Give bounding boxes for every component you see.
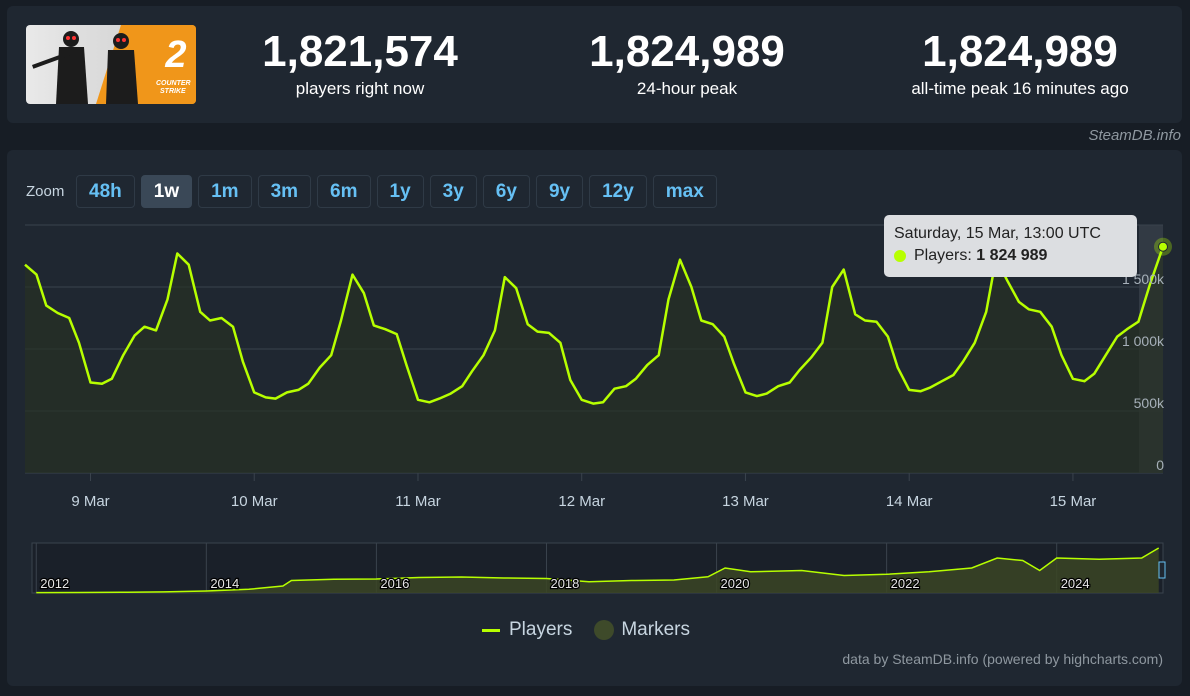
x-tick-label: 12 Mar [558, 493, 605, 510]
players-area-fill [25, 246, 1163, 473]
navigator-year-label: 2018 [550, 576, 579, 591]
peak-24h-value: 1,824,989 [589, 27, 785, 76]
legend-line-icon [482, 628, 500, 632]
navigator-year-label: 2012 [40, 576, 69, 591]
legend-markers-label: Markers [621, 619, 690, 640]
hover-point-marker [1158, 241, 1168, 252]
x-tick-label: 10 Mar [231, 493, 278, 510]
zoom-button-1y[interactable]: 1y [376, 175, 424, 208]
y-tick-label: 500k [1134, 395, 1165, 411]
current-players-stat: 1,821,574 players right now [240, 26, 480, 100]
highcharts-credit[interactable]: data by SteamDB.info (powered by highcha… [842, 651, 1163, 667]
chart-panel: Zoom 48h 1w 1m 3m 6m 1y 3y 6y 9y 12y max 0 500k 1 00… [7, 150, 1182, 686]
zoom-button-6m[interactable]: 6m [317, 175, 371, 208]
svg-text:COUNTER: COUNTER [156, 80, 191, 87]
current-players-value: 1,821,574 [262, 27, 458, 76]
svg-text:2: 2 [164, 34, 186, 76]
y-tick-label: 1 000k [1122, 333, 1165, 349]
hover-point [1154, 237, 1172, 256]
all-time-peak-value: 1,824,989 [922, 27, 1118, 76]
navigator-area [36, 548, 1159, 593]
legend-dot-icon [594, 620, 615, 640]
legend-item-players[interactable]: Players [482, 619, 572, 641]
zoom-button-max[interactable]: max [652, 175, 717, 208]
game-cover-image: 2 COUNTER STRIKE [26, 25, 196, 104]
zoom-button-12y[interactable]: 12y [589, 175, 647, 208]
x-tick-label: 15 Mar [1050, 493, 1097, 510]
y-tick-label: 0 [1156, 457, 1164, 473]
zoom-button-48h[interactable]: 48h [76, 175, 135, 208]
navigator-year-label: 2024 [1061, 576, 1090, 591]
zoom-label: Zoom [26, 183, 65, 200]
navigator-handle[interactable] [1158, 561, 1166, 579]
navigator-year-label: 2016 [380, 576, 409, 591]
peak-24h-label: 24-hour peak [636, 79, 738, 98]
tooltip-date: Saturday, 15 Mar, 13:00 UTC [894, 225, 1101, 242]
zoom-button-9y[interactable]: 9y [535, 175, 584, 208]
zoom-button-3y[interactable]: 3y [429, 175, 477, 208]
tooltip-series-dot [894, 250, 906, 262]
players-area [25, 246, 1163, 473]
stats-bar: 2 COUNTER STRIKE 1,821,574 players right… [7, 6, 1182, 123]
all-time-peak-stat: 1,824,989 all-time peak 16 minutes ago [860, 26, 1180, 100]
tooltip-series-label: Players: [914, 247, 972, 264]
steamdb-credit-link[interactable]: SteamDB.info [1088, 127, 1181, 144]
chart-tooltip: Saturday, 15 Mar, 13:00 UTC Players: 1 8… [884, 215, 1137, 277]
x-axis-ticks: 9 Mar 10 Mar 11 Mar 12 Mar 13 Mar 14 Mar 15 Ma… [71, 473, 1096, 510]
x-tick-label: 9 Mar [71, 493, 109, 510]
svg-text:STRIKE: STRIKE [160, 88, 186, 95]
x-tick-label: 14 Mar [886, 493, 933, 510]
navigator-line [36, 547, 1160, 594]
zoom-button-1w[interactable]: 1w [140, 175, 193, 208]
x-tick-label: 13 Mar [722, 493, 769, 510]
x-tick-label: 11 Mar [395, 493, 441, 510]
tooltip-value: 1 824 989 [976, 247, 1048, 264]
navigator-year-label: 2020 [721, 576, 750, 591]
navigator-year-label: 2014 [210, 576, 239, 591]
all-time-peak-label: all-time peak 16 minutes ago [911, 79, 1129, 98]
players-series-line [24, 246, 1165, 405]
zoom-button-1m[interactable]: 1m [198, 175, 252, 208]
legend-players-label: Players [509, 619, 573, 640]
legend-item-markers[interactable]: Markers [594, 619, 690, 641]
navigator-year-label: 2022 [891, 576, 920, 591]
chart-legend: Players Markers [482, 619, 712, 641]
navigator[interactable]: 2012 2014 2016 2018 2020 2022 2024 [31, 542, 1166, 594]
zoom-button-3m[interactable]: 3m [257, 175, 312, 208]
current-players-label: players right now [295, 79, 425, 98]
zoom-button-group: 48h 1w 1m 3m 6m 1y 3y 6y 9y 12y max [76, 175, 723, 208]
players-line [24, 246, 1165, 405]
zoom-button-6y[interactable]: 6y [482, 175, 530, 208]
peak-24h-stat: 1,824,989 24-hour peak [547, 26, 827, 100]
